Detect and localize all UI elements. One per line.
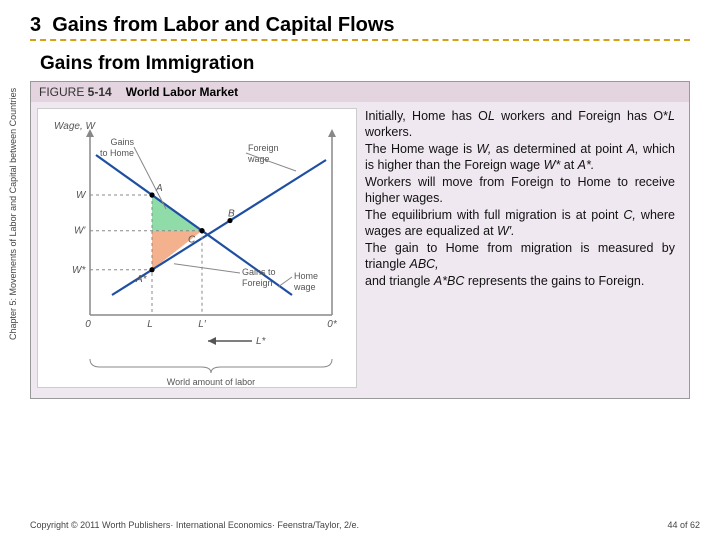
chart: Wage, WWW′W*LL′00*ABCA*ForeignwageGainst… [37, 108, 357, 388]
svg-text:Wage, W: Wage, W [54, 121, 96, 132]
svg-text:W′: W′ [74, 226, 86, 237]
figure-title: World Labor Market [126, 85, 238, 99]
svg-text:C: C [188, 235, 196, 246]
svg-text:wage: wage [247, 154, 270, 164]
svg-text:Foreign: Foreign [242, 278, 273, 288]
svg-text:Gains to: Gains to [242, 267, 276, 277]
svg-text:L: L [147, 319, 153, 330]
subtitle: Gains from Immigration [40, 53, 720, 75]
figure-header: FIGURE 5-14 World Labor Market [31, 82, 689, 102]
svg-text:0: 0 [85, 319, 91, 330]
svg-text:wage: wage [293, 282, 316, 292]
svg-text:Foreign: Foreign [248, 143, 279, 153]
svg-text:W*: W* [72, 265, 86, 276]
slide-footer: Copyright © 2011 Worth Publishers· Inter… [30, 520, 700, 530]
svg-text:Gains: Gains [110, 137, 134, 147]
figure-label: FIGURE 5-14 [39, 85, 112, 99]
labor-market-chart: Wage, WWW′W*LL′00*ABCA*ForeignwageGainst… [42, 115, 352, 385]
chapter-vertical-label: Chapter 5: Movements of Labor and Capita… [8, 88, 18, 340]
svg-text:to Home: to Home [100, 148, 134, 158]
section-number: 3 [30, 14, 41, 36]
svg-text:World amount of labor: World amount of labor [167, 377, 255, 385]
svg-text:Home: Home [294, 271, 318, 281]
svg-text:L′: L′ [198, 319, 207, 330]
svg-text:W: W [76, 190, 87, 201]
section-title: 3 Gains from Labor and Capital Flows [30, 14, 690, 41]
svg-text:L*: L* [256, 336, 267, 347]
svg-text:A*: A* [135, 274, 148, 285]
figure-block: FIGURE 5-14 World Labor Market Wage, W W W… [30, 81, 690, 399]
svg-text:B: B [228, 209, 235, 220]
svg-text:0*: 0* [327, 319, 338, 330]
copyright-text: Copyright © 2011 Worth Publishers· Inter… [30, 520, 359, 530]
figure-description: Initially, Home has OL workers and Forei… [365, 108, 679, 388]
svg-text:A: A [155, 183, 163, 194]
section-title-text: Gains from Labor and Capital Flows [52, 14, 394, 36]
page-number: 44 of 62 [667, 520, 700, 530]
